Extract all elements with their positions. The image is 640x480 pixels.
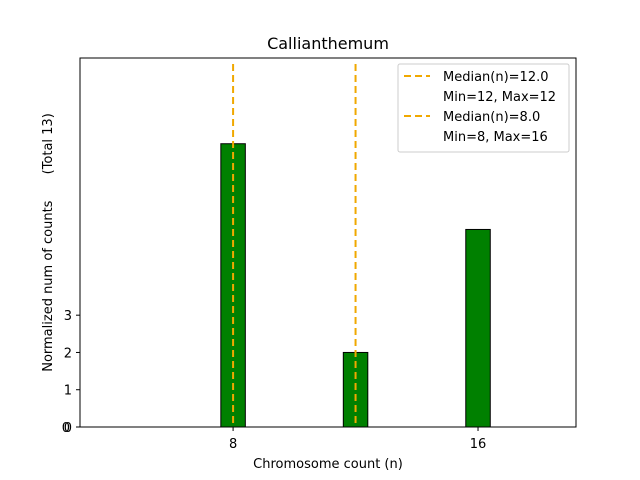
y-axis-label-main: Normalized num of counts (41, 200, 56, 371)
y-tick-label-1: 1 (64, 384, 72, 399)
plot-area (79, 57, 577, 428)
x-axis-label: Chromosome count (n) (253, 457, 403, 472)
bar-2 (465, 228, 491, 428)
y-tick-label-extra: 0 (62, 421, 70, 436)
legend-label-1: Min=12, Max=12 (443, 90, 556, 105)
plot-frame (79, 57, 577, 428)
chart-title: Callianthemum (267, 34, 389, 53)
legend: Median(n)=12.0 Min=12, Max=12 Median(n)=8.… (397, 63, 570, 153)
x-tick-label-1: 16 (470, 437, 487, 452)
x-axis-ticks: 8 16 (229, 427, 486, 452)
legend-label-3: Min=8, Max=16 (443, 130, 548, 145)
y-axis-ticks: 0 1 2 3 (64, 309, 80, 436)
y-tick-label-2: 2 (64, 346, 72, 361)
legend-frame (397, 63, 570, 153)
legend-label-2: Median(n)=8.0 (443, 110, 540, 125)
y-tick-label-3: 3 (64, 309, 72, 324)
y-tick-label-0: 0 (64, 421, 72, 436)
legend-label-0: Median(n)=12.0 (443, 70, 549, 85)
y-axis-label-total: (Total 13) (41, 113, 56, 174)
y-axis-label: Normalized num of counts (Total 13) (41, 113, 56, 372)
x-tick-label-0: 8 (229, 437, 237, 452)
median-lines (232, 64, 357, 427)
